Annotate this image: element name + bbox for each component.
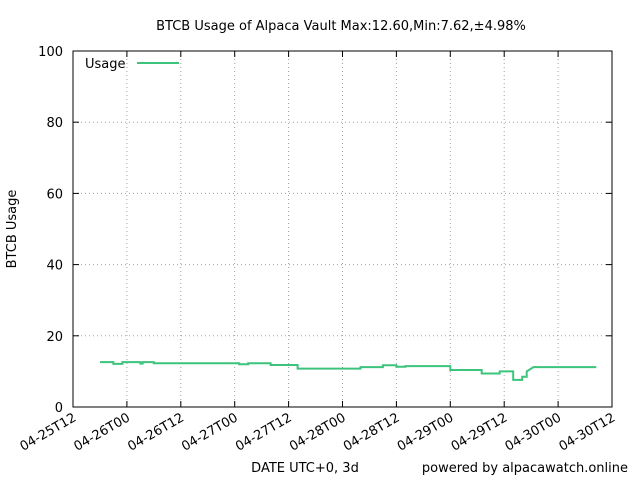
x-tick-label: 04-28T00 [287,410,348,454]
x-tick-label: 04-26T12 [125,410,186,454]
y-axis-label: BTCB Usage [5,190,20,269]
y-tick-label: 60 [46,187,63,202]
chart-title: BTCB Usage of Alpaca Vault Max:12.60,Min… [156,19,526,34]
y-tick-label: 40 [46,259,63,274]
x-tick-label: 04-30T00 [503,410,564,454]
y-tick-label: 0 [55,401,63,416]
y-tick-label: 100 [38,45,63,60]
plot-frame [72,50,613,408]
series-line-usage [100,361,597,381]
x-tick-label: 04-25T12 [18,410,79,454]
x-tick-label: 04-29T12 [449,410,510,454]
x-axis-label: DATE UTC+0, 3d [251,461,359,476]
footer-credit: powered by alpacawatch.online [422,461,628,476]
legend-label: Usage [85,57,126,72]
series-layer [100,361,597,381]
x-tick-label: 04-28T12 [341,410,402,454]
x-tick-label: 04-29T00 [395,410,456,454]
y-tick-label: 80 [46,116,63,131]
x-tick-label: 04-27T12 [233,410,294,454]
x-tick-label: 04-30T12 [557,410,618,454]
x-tick-label: 04-26T00 [71,410,132,454]
x-tick-label: 04-27T00 [179,410,240,454]
grid [73,51,612,407]
axis-ticks: 02040608010004-25T1204-26T0004-26T1204-2… [18,45,618,455]
legend: Usage [85,57,179,72]
y-tick-label: 20 [46,330,63,345]
